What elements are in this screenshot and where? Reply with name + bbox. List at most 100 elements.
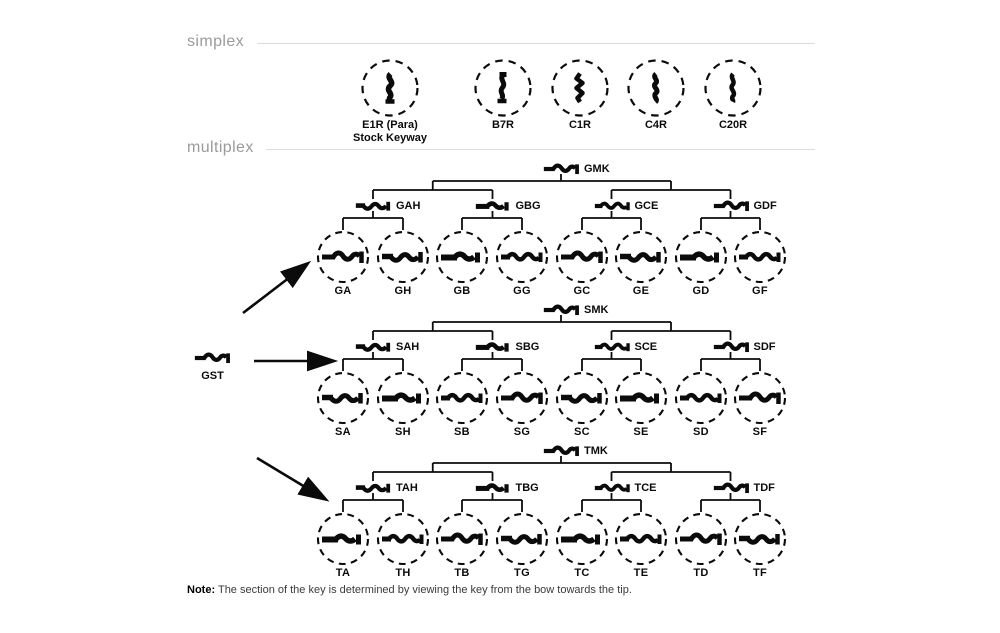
- keyway-cross-section-icon: [501, 251, 543, 262]
- key-node-label: SAH: [396, 341, 420, 353]
- keyway-cross-section-icon: [501, 391, 543, 404]
- footnote-prefix: Note:: [187, 584, 216, 596]
- keyway-circle-item: SE: [614, 371, 668, 438]
- keyway-label: SD: [693, 426, 709, 438]
- key-blade-profile-icon: [543, 163, 579, 175]
- keyway-circle: [614, 230, 668, 284]
- keyway-cross-section-icon: [322, 250, 364, 263]
- key-blade-profile-icon: [543, 445, 579, 457]
- keyway-circle-item: GE: [614, 230, 668, 297]
- simplex-heading-rule: [257, 43, 815, 44]
- keyway-circle: [361, 59, 419, 117]
- keyway-circle-item: GF: [733, 230, 787, 297]
- keyway-cross-section-icon: [382, 533, 424, 544]
- keyway-circle-item: TD: [674, 512, 728, 579]
- keyway-group-node: GAH: [355, 199, 420, 213]
- keyway-cross-section-icon: [680, 532, 722, 545]
- keyway-circle: [316, 371, 370, 425]
- key-node-label: GBG: [515, 200, 541, 212]
- master-key-node: SMK: [543, 303, 608, 317]
- simplex-keyway-item: C1R: [520, 58, 640, 132]
- keyway-circle-item: TG: [495, 512, 549, 579]
- keyway-circle: [555, 371, 609, 425]
- keyway-circle-item: SA: [316, 371, 370, 438]
- keyway-group-node: GDF: [713, 199, 777, 213]
- keyway-label: TF: [752, 567, 768, 579]
- keyway-label: TH: [395, 567, 411, 579]
- keyway-cross-section-icon: [574, 72, 585, 104]
- key-node-label: TBG: [515, 482, 539, 494]
- keyway-label: C1R: [568, 119, 591, 131]
- keyway-circle: [376, 512, 430, 566]
- keyway-circle: [555, 512, 609, 566]
- keyway-cross-section-icon: [651, 72, 660, 104]
- keyway-label: SH: [395, 426, 411, 438]
- key-blade-profile-icon: [713, 200, 749, 212]
- keyway-cross-section-icon: [322, 533, 361, 545]
- key-node-label: TMK: [584, 445, 608, 457]
- keyway-group-node: GCE: [594, 199, 658, 213]
- keyway-cross-section-icon: [441, 532, 483, 545]
- key-blade-profile-icon: [194, 352, 230, 364]
- simplex-keyway-item: B7R: [443, 58, 563, 132]
- keyway-circle: [674, 230, 728, 284]
- key-node-label: GDF: [753, 200, 777, 212]
- key-blade-profile-icon: [475, 201, 509, 211]
- keyway-circle-item: SD: [674, 371, 728, 438]
- keyway-label: GF: [752, 285, 768, 297]
- keyway-circle-item: TA: [316, 512, 370, 579]
- keyway-cross-section-icon: [620, 252, 661, 263]
- source-key-node: GST: [194, 351, 231, 382]
- key-blade-profile-icon: [594, 483, 630, 493]
- keyway-cross-section-icon: [680, 392, 722, 403]
- keyway-cross-section-icon: [739, 534, 780, 545]
- keyway-label: C20R: [718, 119, 748, 131]
- keyway-label: SC: [574, 426, 590, 438]
- keyway-cross-section-icon: [680, 251, 719, 263]
- keyway-circle: [495, 512, 549, 566]
- keyway-circle: [555, 230, 609, 284]
- keyway-circle-item: GG: [495, 230, 549, 297]
- master-key-node: GMK: [543, 162, 610, 176]
- keyway-circle: [316, 512, 370, 566]
- keyway-circle: [733, 230, 787, 284]
- keyway-circle: [376, 230, 430, 284]
- keyway-cross-section-icon: [322, 393, 363, 404]
- master-key-node: TMK: [543, 444, 608, 458]
- keyway-group-node: GBG: [475, 199, 541, 213]
- keyway-circle-item: SG: [495, 371, 549, 438]
- keyway-circle: [614, 512, 668, 566]
- keyway-circle: [435, 512, 489, 566]
- keyway-circle: [474, 59, 532, 117]
- footnote-text: The section of the key is determined by …: [217, 584, 632, 596]
- keyway-cross-section-icon: [739, 251, 781, 262]
- key-node-label: GCE: [634, 200, 659, 212]
- key-node-label: TAH: [396, 482, 418, 494]
- key-blade-profile-icon: [713, 341, 749, 353]
- keyway-label: GC: [573, 285, 591, 297]
- keyway-circle-item: GH: [376, 230, 430, 297]
- key-node-label: SDF: [753, 341, 776, 353]
- keyway-cross-section-icon: [385, 72, 395, 104]
- keyway-cross-section-icon: [729, 72, 737, 104]
- key-node-label: GMK: [584, 163, 610, 175]
- keyway-label: TG: [514, 567, 530, 579]
- keyway-group-node: SAH: [355, 340, 419, 354]
- key-blade-profile-icon: [355, 201, 391, 211]
- keyway-label: GG: [513, 285, 531, 297]
- footnote: Note: The section of the key is determin…: [187, 584, 632, 596]
- keyway-circle-item: GC: [555, 230, 609, 297]
- keyway-label: GA: [334, 285, 352, 297]
- keyway-circle-item: GA: [316, 230, 370, 297]
- keyway-label: E1R (Para) Stock Keyway: [353, 119, 427, 144]
- keyway-cross-section-icon: [382, 392, 421, 404]
- keyway-label: GB: [453, 285, 471, 297]
- key-blade-profile-icon: [475, 483, 509, 493]
- keyway-circle: [435, 371, 489, 425]
- keyway-circle-item: TH: [376, 512, 430, 579]
- keyway-circle-item: SF: [733, 371, 787, 438]
- keyway-circle: [733, 371, 787, 425]
- key-node-label: SMK: [584, 304, 609, 316]
